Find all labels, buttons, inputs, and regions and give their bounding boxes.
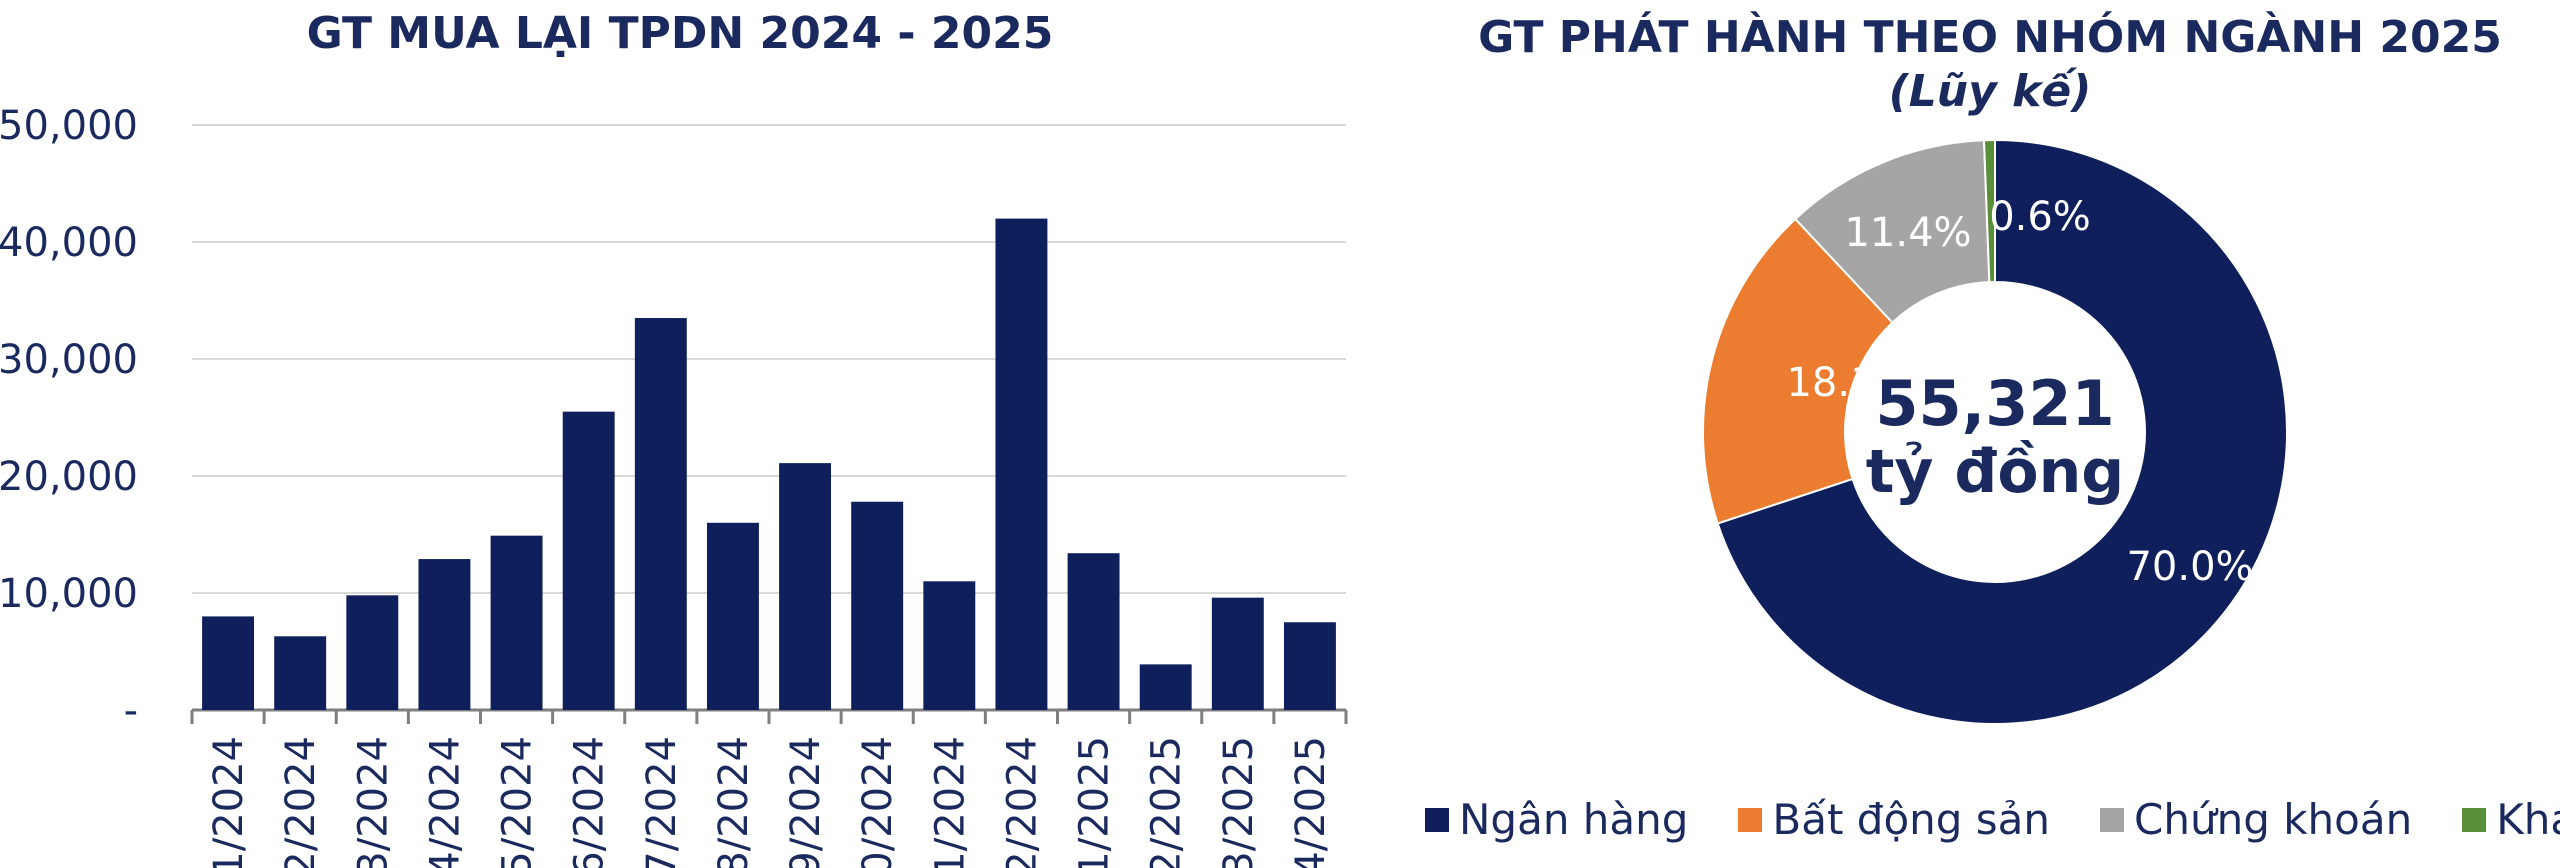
y-tick-label: 20,000 (0, 454, 138, 500)
bar (634, 318, 687, 710)
x-tick-label: 6/2024 (567, 736, 613, 868)
bar (706, 522, 759, 710)
center-total-value: 55,321 (1875, 367, 2114, 440)
legend-label: Chứng khoán (2134, 795, 2413, 844)
y-tick-label: 50,000 (0, 103, 138, 149)
legend-item: Ngân hàng (1425, 795, 1688, 844)
x-tick-label: 1/2025 (1072, 736, 1118, 868)
bar (274, 636, 327, 710)
x-tick-label: 9/2024 (783, 736, 829, 868)
legend-label: Khác (2496, 795, 2560, 844)
bar (1067, 553, 1120, 710)
x-tick-label: 2/2025 (1144, 736, 1190, 868)
bar (418, 559, 471, 710)
bar-chart: - 10,000 20,000 30,000 40,000 50,000 1/2024 2/2… (0, 103, 1348, 868)
y-tick-label: 40,000 (0, 220, 138, 266)
legend-item: Khác (2462, 795, 2560, 844)
slice-label: 11.4% (1844, 210, 1971, 256)
slice-label: 18.1% (1786, 360, 1913, 406)
legend-swatch (2462, 807, 2487, 832)
bar (490, 535, 543, 710)
y-tick-label: 30,000 (0, 337, 138, 383)
x-tick-label: 4/2025 (1288, 736, 1334, 868)
legend-item: Chứng khoán (2100, 795, 2412, 844)
y-tick-label: 10,000 (0, 571, 138, 617)
x-tick-label: 1/2024 (206, 736, 252, 868)
x-tick-label: 0/2024 (855, 736, 901, 868)
x-tick-label: 8/2024 (711, 736, 757, 868)
x-tick-label: 7/2024 (639, 736, 685, 868)
bar (995, 218, 1048, 710)
legend-swatch (1425, 807, 1449, 832)
legend-swatch (2100, 807, 2125, 832)
bar-chart-title: GT MUA LẠI TPDN 2024 - 2025 (306, 8, 1054, 59)
y-tick-label: - (124, 688, 138, 734)
bar (202, 616, 255, 710)
x-tick-label: 3/2024 (350, 736, 396, 868)
slice-label: 70.0% (2126, 544, 2253, 590)
donut-slice (1716, 138, 2288, 725)
x-tick-label: 2/2024 (999, 736, 1045, 868)
legend-item: Bất động sản (1738, 795, 2050, 844)
pie-chart-title: GT PHÁT HÀNH THEO NHÓM NGÀNH 2025 (1478, 12, 2502, 63)
bar (779, 463, 832, 710)
x-tick-label: 3/2025 (1216, 736, 1262, 868)
bar (1139, 664, 1192, 710)
bar (923, 581, 976, 710)
pie-chart-subtitle: (Lũy kế) (1888, 66, 2092, 117)
legend-swatch (1738, 807, 1763, 832)
bar (346, 595, 399, 710)
bar (851, 501, 904, 710)
x-tick-label: 1/2024 (927, 736, 973, 868)
slice-label: 0.6% (1989, 194, 2091, 240)
bar (1211, 597, 1264, 710)
legend-label: Bất động sản (1772, 795, 2051, 844)
bar (1283, 622, 1336, 710)
donut-slice (1982, 138, 1996, 284)
bar (562, 411, 615, 710)
center-total-unit: tỷ đồng (1866, 437, 2125, 507)
legend-label: Ngân hàng (1459, 795, 1689, 844)
pie-legend: Ngân hàng Bất động sản Chứng khoán Khác (1425, 795, 2560, 844)
x-tick-label: 4/2024 (422, 736, 468, 868)
x-tick-label: 2/2024 (278, 736, 324, 868)
donut-slice (1702, 217, 1894, 525)
x-tick-label: 5/2024 (495, 736, 541, 868)
